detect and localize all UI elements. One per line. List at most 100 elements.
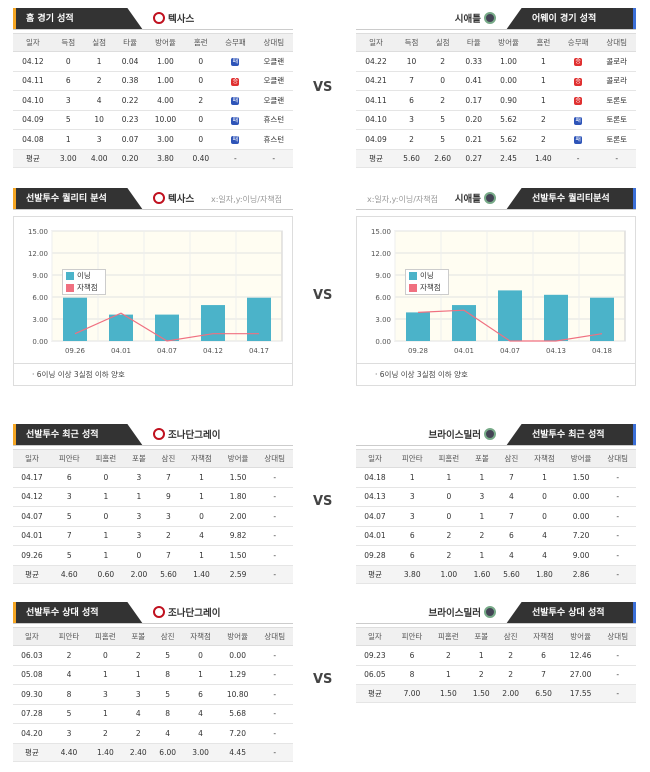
table-cell: 04.09 [13, 110, 53, 130]
away-record-table: 일자 득점 실점 타율 방어율 홈런 승무패 상대팀 04.22 10 2 0.33 1.00 1 승 콜로라… [356, 33, 636, 168]
recent-pitcher-panel-right: 선발투수 최근 성적 브라이스밀러 일자 피안타 피홈런 포볼 삼진 자책점 방어율 상대팀 0… [356, 424, 636, 584]
table-cell: 0.41 [458, 71, 490, 91]
table-cell: - [256, 645, 293, 666]
table-row: 04.10 3 5 0.20 5.62 2 패 토론토 [356, 110, 636, 130]
table-cell: 4 [152, 723, 183, 744]
table-row: 09.23 6 2 1 2 6 12.46- [356, 645, 636, 666]
table-cell: 평균 [356, 565, 394, 584]
column-header: 실점 [83, 33, 115, 52]
result-badge: 패 [574, 116, 583, 125]
table-cell: 2 [185, 90, 217, 111]
table-cell: 10 [83, 110, 115, 130]
table-cell: 0.07 [114, 129, 146, 150]
table-cell: 평균 [356, 684, 394, 703]
table-cell: 4 [526, 545, 563, 566]
table-cell: 4 [50, 665, 88, 685]
chart-svg: 0.00 3.00 6.00 9.00 12.00 15.00 09.28 04.01 04.0… [371, 228, 626, 355]
y-tick-label: 0.00 [32, 338, 48, 346]
table-cell: 1 [123, 665, 153, 685]
section-tag: 선발투수 상대 성적 [506, 602, 636, 624]
table-cell: 0.20 [114, 149, 146, 168]
table-cell: 0.04 [114, 51, 146, 72]
table-cell: 오클랜 [254, 71, 293, 91]
table-cell: - [256, 526, 293, 546]
opponent-pitcher-panel-right: 선발투수 상대 성적 브라이스밀러 일자 피안타 피홈런 포볼 삼진 자책점 방어율 상대팀 0… [356, 602, 636, 703]
table-cell: 9 [153, 487, 184, 507]
table-cell: - [256, 684, 293, 705]
mariners-logo-icon [484, 428, 496, 440]
y-tick-label: 15.00 [28, 228, 48, 236]
table-cell: 3.00 [182, 743, 219, 762]
table-cell: 2 [83, 71, 115, 91]
table-cell: 7 [395, 71, 428, 91]
column-header: 포볼 [124, 449, 154, 468]
team-name: 텍사스 [153, 192, 194, 207]
table-cell: 12.46 [561, 645, 600, 666]
table-cell: 2.60 [427, 149, 459, 168]
axis-description: x:일자,y:이닝/자책점 [366, 195, 438, 204]
table-cell: 09.28 [356, 545, 394, 566]
table-cell: 패 [558, 110, 598, 130]
table-cell: 평균 [13, 565, 51, 584]
column-header: 상대팀 [599, 449, 636, 468]
table-cell: 2.00 [219, 506, 257, 527]
table-cell: - [599, 467, 636, 488]
table-cell: 3.00 [52, 149, 84, 168]
table-cell: 5.68 [218, 704, 257, 724]
table-cell: 3 [124, 526, 154, 546]
table-cell: 0 [183, 506, 220, 527]
column-header: 승무패 [216, 33, 255, 52]
table-cell: 4 [182, 723, 219, 744]
table-cell: 1.80 [526, 565, 563, 584]
table-cell: 2 [467, 526, 497, 546]
table-cell: 1.40 [87, 743, 124, 762]
table-cell: - [256, 565, 293, 584]
average-row: 평균 3.80 1.00 1.60 5.60 1.80 2.86- [356, 565, 636, 584]
table-cell: 2 [123, 645, 153, 666]
table-cell: 토론토 [597, 129, 636, 150]
result-badge: 패 [231, 97, 240, 106]
table-cell: 콜로라 [597, 51, 636, 72]
table-cell: 0.90 [489, 90, 528, 111]
table-cell: 04.22 [356, 51, 396, 72]
table-row: 04.21 7 0 0.41 0.00 1 승 콜로라 [356, 71, 636, 91]
home-record-panel: 홈 경기 성적 텍사스 일자 득점 실점 타율 방어율 홈런 승무패 상대팀 04.12 0 1 0.… [13, 8, 293, 168]
column-header: 삼진 [496, 449, 527, 468]
table-cell: 0 [87, 645, 124, 666]
table-cell: 10.80 [218, 684, 257, 705]
table-cell: - [599, 665, 636, 685]
y-tick-label: 3.00 [375, 316, 391, 324]
vs-label: VS [313, 672, 333, 687]
table-cell: 4 [123, 704, 153, 724]
result-badge: 승 [574, 58, 583, 67]
table-cell: 09.26 [13, 545, 51, 566]
table-cell: 1 [182, 665, 219, 685]
section-tag: 선발투수 상대 성적 [13, 602, 143, 624]
result-badge: 패 [574, 136, 583, 145]
bar [109, 314, 133, 341]
column-header: 피안타 [393, 449, 431, 468]
y-tick-label: 15.00 [371, 228, 391, 236]
table-cell: 2 [495, 645, 526, 666]
table-cell: 1 [430, 467, 468, 488]
pitcher-name: 브라이스밀러 [429, 606, 496, 621]
column-header: 일자 [356, 449, 394, 468]
table-cell: 04.11 [356, 90, 396, 111]
average-row: 평균 4.60 0.60 2.00 5.60 1.40 2.59- [13, 565, 293, 584]
table-cell: 0 [52, 51, 84, 72]
table-cell: 0 [185, 129, 217, 150]
table-cell: 9.82 [219, 526, 257, 546]
table-cell: 0 [87, 506, 125, 527]
table-cell: 1.40 [527, 149, 559, 168]
section-tag: 선발투수 최근 성적 [506, 424, 636, 446]
table-cell: 5 [50, 545, 88, 566]
table-row: 04.07 5 0 3 3 0 2.00- [13, 506, 293, 527]
table-cell: 3.80 [145, 149, 186, 168]
table-cell: 8 [152, 704, 183, 724]
table-cell: 7 [496, 506, 527, 527]
table-cell: 2 [50, 645, 88, 666]
y-tick-label: 12.00 [371, 250, 391, 258]
table-cell: - [599, 545, 636, 566]
quality-chart-panel-left: 선발투수 퀄리티 분석 텍사스 x:일자,y:이닝/자책점 0.00 3.00 6.… [13, 188, 293, 386]
recent-pitcher-table: 일자 피안타 피홈런 포볼 삼진 자책점 방어율 상대팀 04.18 1 1 1 7 1 1.50-04.1… [356, 449, 636, 584]
